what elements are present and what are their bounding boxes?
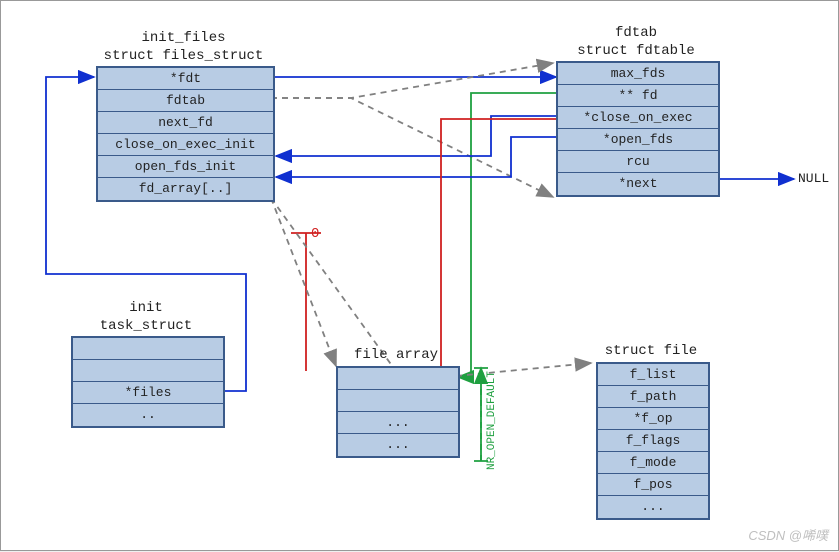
init_files-title: init_files struct files_struct [96, 30, 271, 65]
init_files-field: fdtab [98, 90, 273, 112]
struct_file-field: f_mode [598, 452, 708, 474]
init_files-field: fd_array[..] [98, 178, 273, 200]
fdtab-field: ** fd [558, 85, 718, 107]
task_struct-title: init task_struct [71, 300, 221, 335]
null-label: NULL [798, 171, 829, 186]
struct_file-field: ... [598, 496, 708, 518]
init_files-field: *fdt [98, 68, 273, 90]
zero-label: 0 [311, 226, 319, 242]
fdtab-title: fdtab struct fdtable [556, 25, 716, 60]
task_struct-field: .. [73, 404, 223, 426]
fdtab-field: *open_fds [558, 129, 718, 151]
diagram-canvas: init_files struct files_struct*fdtfdtabn… [0, 0, 839, 551]
nr-open-label: NR_OPEN_DEFAULT [486, 371, 498, 470]
file_array-field [338, 368, 458, 390]
task_struct-box: *files.. [71, 336, 225, 428]
task_struct-field: *files [73, 382, 223, 404]
task_struct-field [73, 338, 223, 360]
fdtab-box: max_fds** fd*close_on_exec*open_fdsrcu*n… [556, 61, 720, 197]
struct_file-field: f_flags [598, 430, 708, 452]
struct_file-field: f_pos [598, 474, 708, 496]
struct_file-field: f_list [598, 364, 708, 386]
file_array-title: file array [336, 347, 456, 365]
watermark: CSDN @唏噗 [748, 525, 828, 544]
fdtab-field: rcu [558, 151, 718, 173]
file_array-box: ...... [336, 366, 460, 458]
file_array-field: ... [338, 434, 458, 456]
init_files-field: open_fds_init [98, 156, 273, 178]
struct_file-box: f_listf_path*f_opf_flagsf_modef_pos... [596, 362, 710, 520]
init_files-box: *fdtfdtabnext_fdclose_on_exec_initopen_f… [96, 66, 275, 202]
init_files-field: next_fd [98, 112, 273, 134]
fdtab-field: max_fds [558, 63, 718, 85]
file_array-field [338, 390, 458, 412]
struct_file-field: f_path [598, 386, 708, 408]
file_array-field: ... [338, 412, 458, 434]
struct_file-title: struct file [596, 343, 706, 361]
init_files-field: close_on_exec_init [98, 134, 273, 156]
task_struct-field [73, 360, 223, 382]
fdtab-field: *next [558, 173, 718, 195]
struct_file-field: *f_op [598, 408, 708, 430]
fdtab-field: *close_on_exec [558, 107, 718, 129]
